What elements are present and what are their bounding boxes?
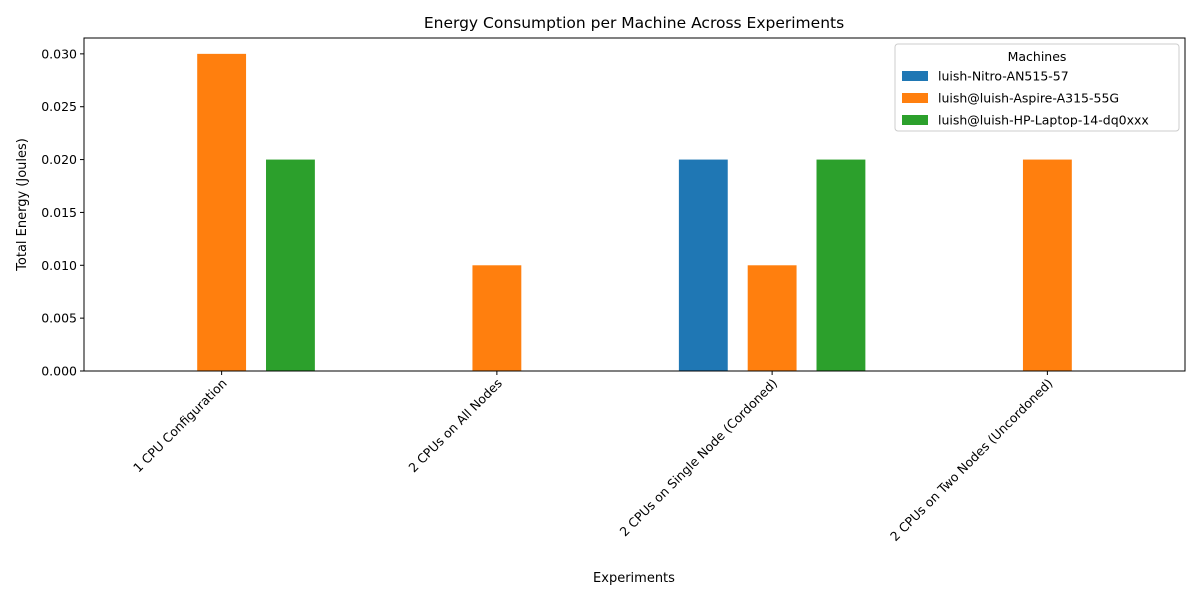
bar [1022,159,1072,371]
legend-swatch [902,71,928,81]
legend: Machines luish-Nitro-AN515-57 luish@luish… [894,43,1180,132]
bar [747,265,797,371]
legend-swatch [902,115,928,125]
x-tick-label: 2 CPUs on All Nodes [405,376,505,476]
bars-group [197,53,1072,372]
legend-title: Machines [1008,49,1067,64]
y-tick-label: 0.015 [41,205,77,220]
y-tick-label: 0.025 [41,99,77,114]
y-tick-label: 0.005 [41,311,77,326]
legend-label: luish@luish-Aspire-A315-55G [938,91,1119,106]
bar [472,265,522,371]
legend-label: luish-Nitro-AN515-57 [938,69,1069,84]
y-tick-label: 0.030 [41,46,77,61]
x-tick-label: 1 CPU Configuration [130,376,230,476]
y-tick-label: 0.010 [41,258,77,273]
y-axis-title: Total Energy (Joules) [15,138,30,272]
y-tick-label: 0.000 [41,364,77,379]
legend-swatch [902,93,928,103]
legend-frame [894,43,1180,132]
y-axis-ticks: 0.000 0.005 0.010 0.015 0.020 0.025 0.030 [41,46,84,379]
legend-items: luish-Nitro-AN515-57 luish@luish-Aspire-A… [902,69,1149,128]
bar [266,159,315,371]
x-axis-ticks: 1 CPU Configuration 2 CPUs on All Nodes 2 … [130,371,1056,544]
chart-title: Energy Consumption per Machine Across Ex… [424,14,844,32]
x-tick-label: 2 CPUs on Single Node (Cordoned) [616,376,780,540]
bar [816,159,866,371]
x-axis-title: Experiments [593,571,675,586]
bar [678,159,728,371]
y-tick-label: 0.020 [41,152,77,167]
x-tick-label: 2 CPUs on Two Nodes (Uncordoned) [887,376,1056,545]
axes-frame [83,37,1186,372]
legend-label: luish@luish-HP-Laptop-14-dq0xxx [938,113,1149,128]
bar [197,53,247,372]
